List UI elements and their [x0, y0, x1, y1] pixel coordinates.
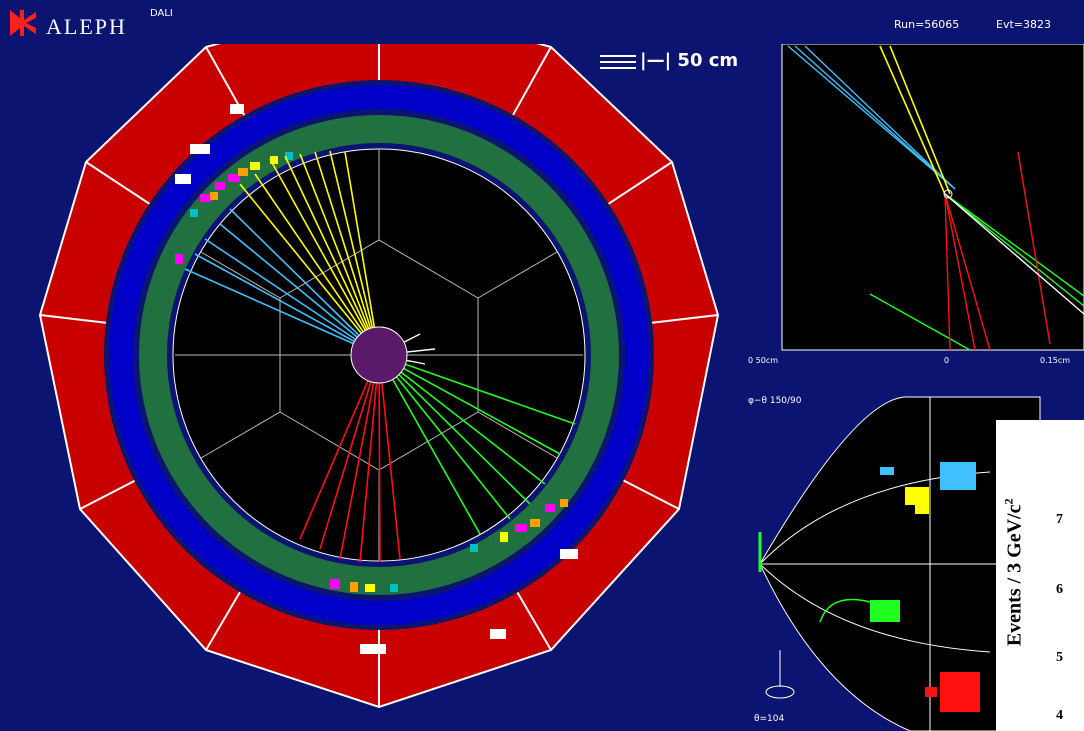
events-axis-fragment: Events / 3 GeV/c2 7 6 5 4 — [996, 420, 1084, 731]
phi-theta-yellow-cluster — [905, 487, 929, 514]
scale-label: |—| 50 cm — [640, 50, 739, 71]
zoomed-vertex-view — [740, 44, 1084, 390]
zoom-tracks-yellow — [879, 45, 951, 195]
main-detector-view — [38, 44, 720, 709]
zoom-tracks-white — [944, 193, 1084, 315]
zoom-tick-mid: 0 — [944, 356, 950, 365]
zoom-tick-left: 0 50cm — [748, 356, 779, 365]
zoom-vertex-marker — [943, 189, 953, 199]
tracks-red — [299, 354, 401, 563]
y-axis-label: Events / 3 GeV/c2 — [1001, 498, 1026, 647]
phi-theta-legend-icon — [765, 650, 795, 699]
calorimeter-hits — [175, 152, 568, 592]
zoom-tick-right: 0.15cm — [1040, 356, 1071, 365]
phi-theta-cyan-cluster — [880, 462, 976, 490]
y-tick-6: 6 — [1056, 582, 1063, 597]
tracks-yellow — [239, 150, 380, 356]
y-tick-7: 7 — [1056, 512, 1063, 527]
brand-title: ALEPH — [46, 14, 127, 39]
y-tick-4: 4 — [1056, 708, 1063, 723]
zoom-tracks-cyan — [787, 45, 956, 190]
event-number: Evt=3823 — [996, 18, 1051, 31]
phi-theta-title: φ−θ 150/90 — [748, 396, 802, 406]
display-header: ALEPH DALI Run=56065 Evt=3823 — [0, 0, 1084, 44]
muon-chamber-hits — [175, 104, 578, 654]
brand-superscript: DALI — [150, 8, 173, 19]
phi-theta-red-cluster — [925, 672, 980, 712]
vertex-detector — [350, 326, 408, 384]
phi-theta-footer: θ=104 — [754, 714, 785, 724]
zoom-tracks-red — [944, 151, 1051, 351]
zoom-tracks-green — [869, 193, 1084, 351]
aleph-logo-icon — [10, 10, 36, 36]
scale-bar-icon — [600, 55, 636, 69]
run-number: Run=56065 — [894, 18, 960, 31]
tracks-cyan — [184, 208, 380, 356]
y-tick-5: 5 — [1056, 650, 1063, 665]
tracks-green — [378, 354, 576, 535]
phi-theta-green-cluster — [819, 598, 900, 623]
